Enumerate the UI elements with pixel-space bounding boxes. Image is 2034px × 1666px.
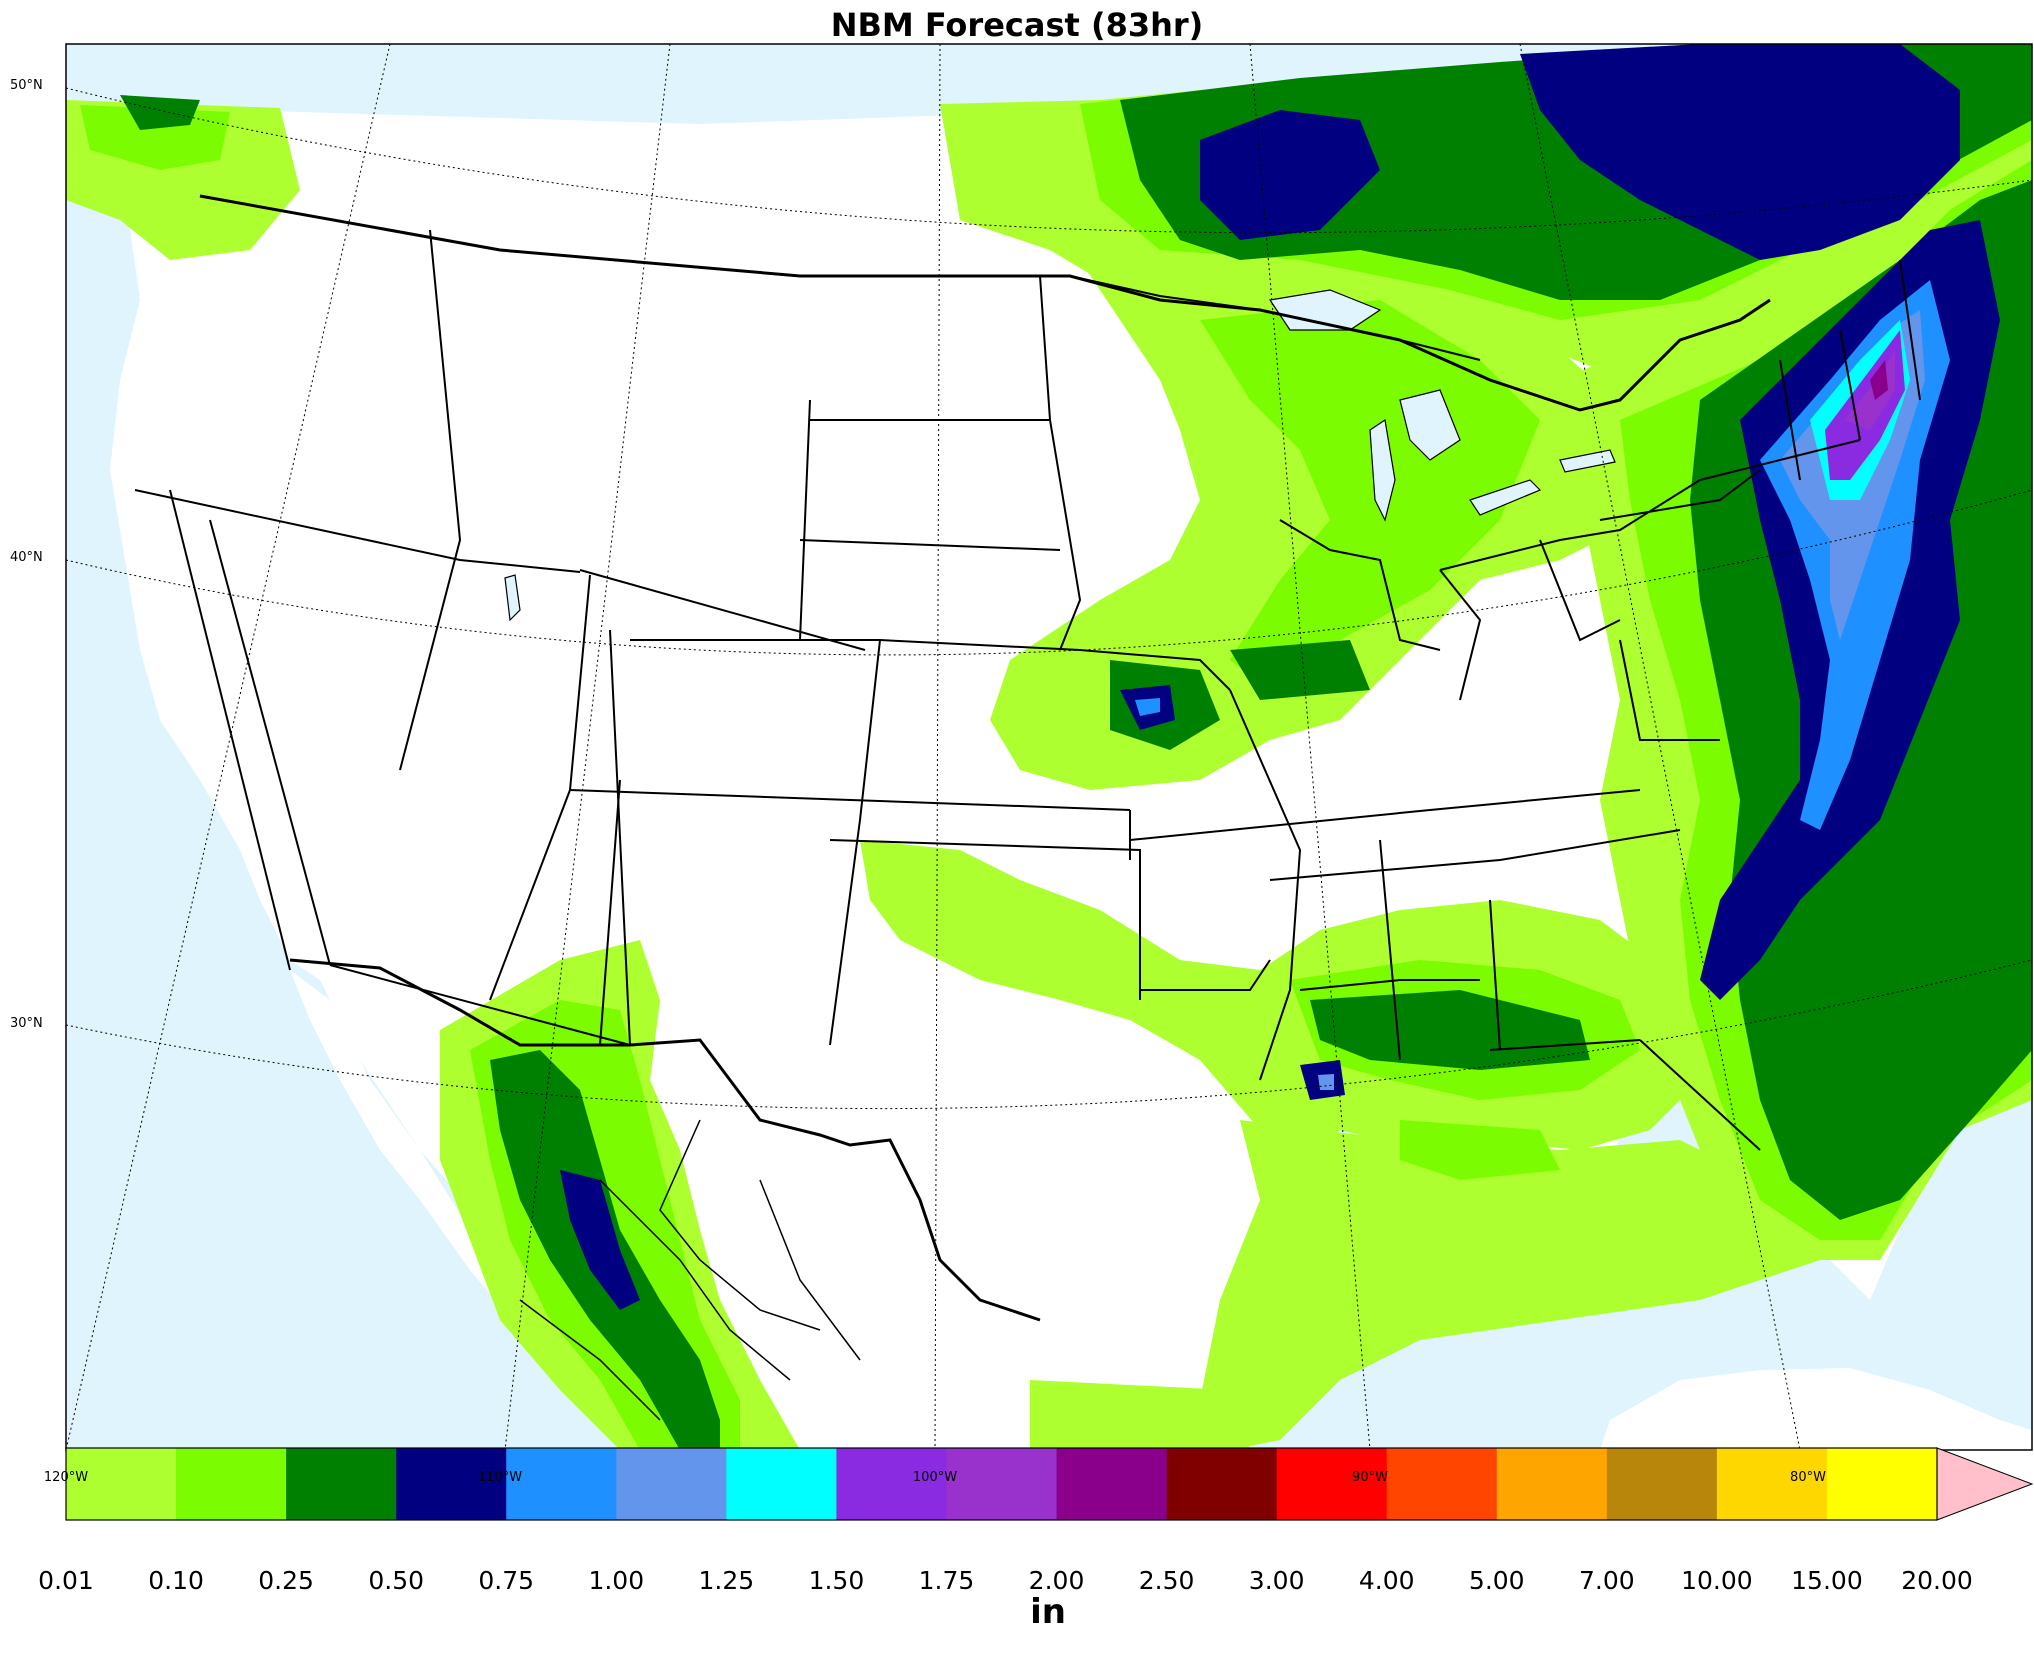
colorbar-bin-5 [616,1448,727,1520]
lon-label-100: 100°W [912,1470,958,1485]
lon-label-90: 90°W [1352,1470,1388,1485]
colorbar-bin-13 [1496,1448,1608,1520]
colorbar-tick-label: 4.00 [1358,1566,1415,1595]
colorbar-tick-label: 20.00 [1901,1566,1973,1595]
precip-louisiana-lightblue [1318,1074,1334,1090]
colorbar-tick-label: 1.25 [698,1566,755,1595]
precip-gulf-water [1200,1120,1820,1450]
colorbar-tick-label: 0.75 [478,1566,535,1595]
precip-quebec-navy [1520,44,1960,260]
mexico-borders [519,1119,861,1421]
colorbar-bin-3 [396,1448,507,1520]
lake-michigan [1369,418,1396,522]
colorbar-frame [65,1447,1938,1521]
lat-label-50: 50°N [10,78,43,93]
colorbar-bin-1 [176,1448,287,1520]
colorbar-tick-label: 15.00 [1791,1566,1863,1595]
precip-mexico-light [1030,1380,1250,1450]
colorbar-tick-label: 1.00 [588,1566,645,1595]
lat-label-40: 40°N [10,550,43,565]
colorbar-bin-9 [1056,1448,1168,1520]
precip-pnw-mid [80,105,230,170]
precip-canada-navy [1200,110,1380,240]
colorbar-tick-label: 7.00 [1578,1566,1635,1595]
colorbar-bin-10 [1166,1448,1278,1520]
state-borders [134,195,1921,1151]
colorbar-unit-label: in [1030,1592,1066,1632]
colorbar-bin-4 [506,1448,617,1520]
precip-gulf-water-mid [1400,1120,1560,1180]
colorbar-bin-7 [836,1448,947,1520]
colorbar-bin-12 [1386,1448,1498,1520]
colorbar-tick-label: 10.00 [1681,1566,1753,1595]
cuba-land [1600,1368,2032,1450]
lake-huron [1399,389,1461,461]
colorbar-bin-15 [1716,1448,1828,1520]
colorbar [66,1448,1938,1520]
lon-label-110: 110°W [477,1470,523,1485]
colorbar-tick-label: 1.50 [808,1566,865,1595]
precip-mexico-west-blue [560,1170,640,1310]
great-salt-lake [504,574,521,622]
lake-superior [1268,289,1382,331]
colorbar-bin-8 [946,1448,1058,1520]
colorbar-tick-label: 0.10 [148,1566,204,1595]
precip-kansas-lightblue [1135,698,1160,716]
precip-ne-darkorchid [1845,350,1895,430]
lake-ontario [1559,449,1616,473]
precip-illinois-green [1230,640,1370,700]
colorbar-tick-label: 0.01 [38,1566,94,1595]
colorbar-bin-2 [286,1448,397,1520]
colorbar-bin-11 [1276,1448,1388,1520]
map-title: NBM Forecast (83hr) [830,6,1204,44]
colorbar-tick-label: 5.00 [1468,1566,1525,1595]
colorbar-bin-16 [1826,1448,1938,1520]
colorbar-bin-14 [1606,1448,1718,1520]
colorbar-tick-label: 2.00 [1028,1566,1085,1595]
precip-gulf-green [1310,990,1590,1070]
lon-label-120: 120°W [43,1470,89,1485]
precip-layer [66,44,2032,1450]
lake-erie [1469,479,1542,516]
great-lakes [504,289,1616,622]
colorbar-tick-label: 1.75 [918,1566,975,1595]
precip-pnw-heavy [120,95,200,130]
us-canada-border [199,194,1771,412]
colorbar-bin-6 [726,1448,837,1520]
precip-ne-magenta [1870,360,1888,400]
colorbar-tick-label: 2.50 [1138,1566,1195,1595]
lat-label-30: 30°N [10,1016,43,1031]
lon-label-80: 80°W [1790,1470,1826,1485]
colorbar-extend-arrow [1936,1447,2034,1521]
us-mexico-border [289,958,1041,1322]
precip-midwest-mid [1200,300,1540,690]
graticule [66,44,2032,1450]
colorbar-tick-label: 3.00 [1248,1566,1305,1595]
colorbar-tick-label: 0.25 [258,1566,314,1595]
colorbar-tick-label: 0.50 [368,1566,425,1595]
colorbar-bin-0 [66,1448,177,1520]
